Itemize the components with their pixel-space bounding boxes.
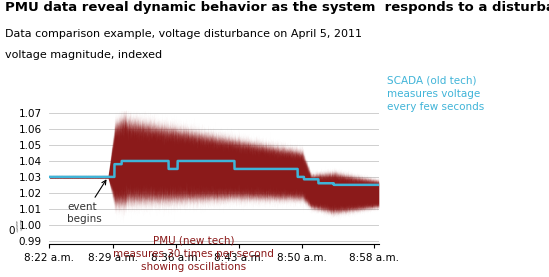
Text: PMU data reveal dynamic behavior as the system  responds to a disturbance: PMU data reveal dynamic behavior as the … <box>5 1 549 14</box>
Text: 0: 0 <box>9 226 15 236</box>
Text: voltage magnitude, indexed: voltage magnitude, indexed <box>5 50 163 60</box>
Text: Data comparison example, voltage disturbance on April 5, 2011: Data comparison example, voltage disturb… <box>5 29 362 39</box>
Text: event
begins: event begins <box>68 180 106 224</box>
Text: //: // <box>14 218 26 233</box>
Text: PMU (new tech)
measures 30 times per second
showing oscillations: PMU (new tech) measures 30 times per sec… <box>113 236 274 272</box>
Text: SCADA (old tech)
measures voltage
every few seconds: SCADA (old tech) measures voltage every … <box>387 76 484 112</box>
